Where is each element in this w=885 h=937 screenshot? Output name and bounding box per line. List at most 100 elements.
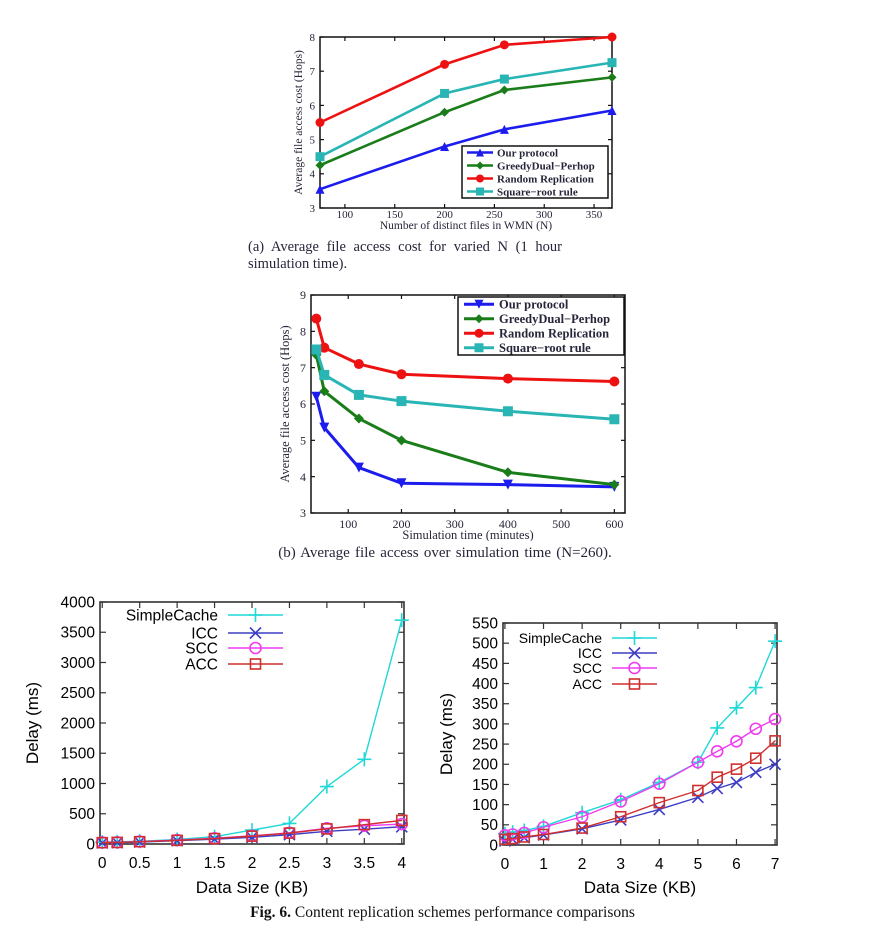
- chart_c-ytick-label: 4000: [61, 594, 96, 611]
- chart_d-xtick-label: 7: [771, 856, 780, 873]
- chart_a-ytick-label: 8: [310, 32, 316, 44]
- chart_c-legend-label-simplecache: SimpleCache: [126, 607, 218, 624]
- chart_b-series-square-root-rule: [311, 344, 620, 425]
- chart_a-ylabel: Average file access cost (Hops): [293, 50, 305, 195]
- chart_d-ytick-label: 0: [489, 837, 498, 854]
- chart_a-xtick-label: 150: [386, 209, 403, 221]
- chart_a-xtick-label: 350: [586, 209, 603, 221]
- chart_c-xtick-label: 4: [397, 855, 406, 872]
- chart_a-axes: 100 150 200 250 300 350 3 4 5 6 7 8 Number of distin…: [293, 32, 613, 232]
- chart_b-series-greedydual-perhop: [311, 349, 620, 490]
- chart-a-file-access-vs-N: 100 150 200 250 300 350 3 4 5 6 7 8 Number of distin…: [293, 32, 617, 232]
- chart_b-legend-label-our-protocol: Our protocol: [499, 298, 569, 312]
- chart_b-xtick-label: 500: [552, 517, 570, 531]
- chart-d-delay-vs-datasize-small: 0 1 2 3 4 5 6 7 0 50 100 150 200 250 300 350 400 450 500 55…: [437, 615, 783, 897]
- chart_a-xtick-label: 100: [337, 209, 354, 221]
- figure-caption: Fig. 6. Content replication schemes perf…: [0, 904, 885, 922]
- chart_d-axes: 0 1 2 3 4 5 6 7 0 50 100 150 200 250 300 350 400 450 500 55…: [437, 615, 779, 897]
- chart_d-series-icc: [498, 758, 782, 848]
- chart_c-ytick-label: 1500: [61, 746, 96, 763]
- subcaption-a-line1: (a) Average file access cost for varied …: [248, 239, 562, 255]
- chart_d-xtick-label: 0: [501, 856, 510, 873]
- chart_d-xtick-label: 5: [694, 856, 703, 873]
- chart_a-ytick-label: 3: [310, 203, 316, 215]
- chart_d-xtick-label: 6: [732, 856, 741, 873]
- figure-caption-prefix: Fig. 6.: [250, 904, 291, 921]
- chart_a-legend-label-square-root-rule: Square−root rule: [497, 186, 578, 198]
- chart-c-delay-vs-datasize-large: 0 0.5 1 1.5 2 2.5 3 3.5 4 0 500 1000 1500 2000 2500 300…: [23, 594, 409, 897]
- chart_d-legend-label-scc: SCC: [572, 660, 602, 676]
- chart_b-xtick-label: 600: [605, 517, 623, 531]
- chart_c-ytick-label: 3500: [61, 625, 96, 642]
- chart_a-xlabel: Number of distinct files in WMN (N): [380, 220, 552, 232]
- chart_c-axes: 0 0.5 1 1.5 2 2.5 3 3.5 4 0 500 1000 1500 2000 2500 300…: [23, 594, 406, 897]
- chart_d-ytick-label: 550: [472, 615, 498, 632]
- chart_b-xtick-label: 200: [392, 517, 410, 531]
- chart_d-ytick-label: 200: [472, 757, 498, 774]
- chart_b-xlabel: Simulation time (minutes): [402, 528, 533, 541]
- chart_a-legend-label-our-protocol: Our protocol: [497, 147, 558, 159]
- chart_a-legend-label-random-replication: Random Replication: [497, 173, 594, 185]
- chart_c-plot-border: [99, 601, 405, 845]
- chart_b-ytick-label: 9: [300, 288, 306, 302]
- chart_b-series-our-protocol: [311, 391, 620, 492]
- chart_d-xtick-label: 3: [616, 856, 625, 873]
- chart_b-legend-label-greedydual-perhop: GreedyDual−Perhop: [499, 312, 610, 326]
- chart_b-ytick-label: 7: [300, 361, 306, 375]
- chart_b-series-random-replication: [311, 313, 620, 387]
- chart_d-ytick-label: 100: [472, 797, 498, 814]
- chart_b-xtick-label: 400: [499, 517, 517, 531]
- chart_c-xtick-label: 0.5: [129, 855, 151, 872]
- chart_a-xtick-label: 250: [486, 209, 503, 221]
- chart_d-ytick-label: 350: [472, 696, 498, 713]
- chart_c-xlabel: Data Size (KB): [196, 878, 308, 897]
- chart_b-ytick-label: 4: [300, 470, 306, 484]
- chart_a-ytick-label: 7: [310, 66, 316, 78]
- chart_a-series-random-replication: [315, 32, 617, 127]
- chart_c-ytick-label: 500: [69, 806, 95, 823]
- chart_b-xtick-label: 300: [446, 517, 464, 531]
- chart_c-xtick-label: 3.5: [354, 855, 376, 872]
- chart_c-ytick-label: 3000: [61, 655, 96, 672]
- chart_c-xtick-label: 1: [173, 855, 182, 872]
- chart_d-ytick-label: 250: [472, 737, 498, 754]
- chart_b-ytick-label: 8: [300, 325, 306, 339]
- chart_d-ylabel: Delay (ms): [437, 693, 456, 775]
- chart_d-xtick-label: 1: [539, 856, 548, 873]
- chart_d-ytick-label: 500: [472, 636, 498, 653]
- figure-caption-text: Content replication schemes performance …: [291, 904, 635, 921]
- chart_d-xlabel: Data Size (KB): [584, 878, 696, 897]
- chart_c-xtick-label: 2: [248, 855, 257, 872]
- chart_b-axes: 100 200 300 400 500 600 3 4 5 6 7 8 9 Simulation time…: [278, 288, 626, 541]
- chart_b-xtick-label: 100: [339, 517, 357, 531]
- chart_a-ytick-label: 5: [310, 134, 316, 146]
- chart_d-legend-label-icc: ICC: [578, 645, 602, 661]
- chart_d-legend-label-acc: ACC: [572, 676, 602, 692]
- chart_b-legend-box: [457, 296, 625, 356]
- chart_a-xtick-label: 200: [436, 209, 453, 221]
- chart_a-ytick-label: 4: [310, 169, 316, 181]
- chart_c-series-acc: [96, 814, 408, 849]
- chart_d-series-acc: [499, 735, 781, 846]
- chart_c-legend-label-icc: ICC: [191, 625, 218, 642]
- chart_d-xtick-label: 2: [578, 856, 587, 873]
- chart_c-ytick-label: 2000: [61, 715, 96, 732]
- chart_a-legend-box: [461, 145, 609, 199]
- chart-b-file-access-vs-time: 100 200 300 400 500 600 3 4 5 6 7 8 9 Simulation time…: [278, 288, 626, 541]
- chart_a-legend-label-greedydual-perhop: GreedyDual−Perhop: [497, 160, 595, 172]
- chart_d-ytick-label: 50: [481, 817, 499, 834]
- chart_b-ytick-label: 3: [300, 506, 306, 520]
- chart_c-ytick-label: 1000: [61, 776, 96, 793]
- subcaption-a-line2: simulation time).: [248, 255, 348, 272]
- chart_d-series-scc: [498, 712, 782, 842]
- chart_c-legend-label-scc: SCC: [185, 640, 218, 657]
- chart_b-ytick-label: 5: [300, 434, 306, 448]
- subcaption-b: (b) Average file access over simulation …: [278, 545, 612, 561]
- chart_d-ytick-label: 400: [472, 676, 498, 693]
- chart_c-xtick-label: 2.5: [279, 855, 301, 872]
- chart_a-ytick-label: 6: [310, 100, 316, 112]
